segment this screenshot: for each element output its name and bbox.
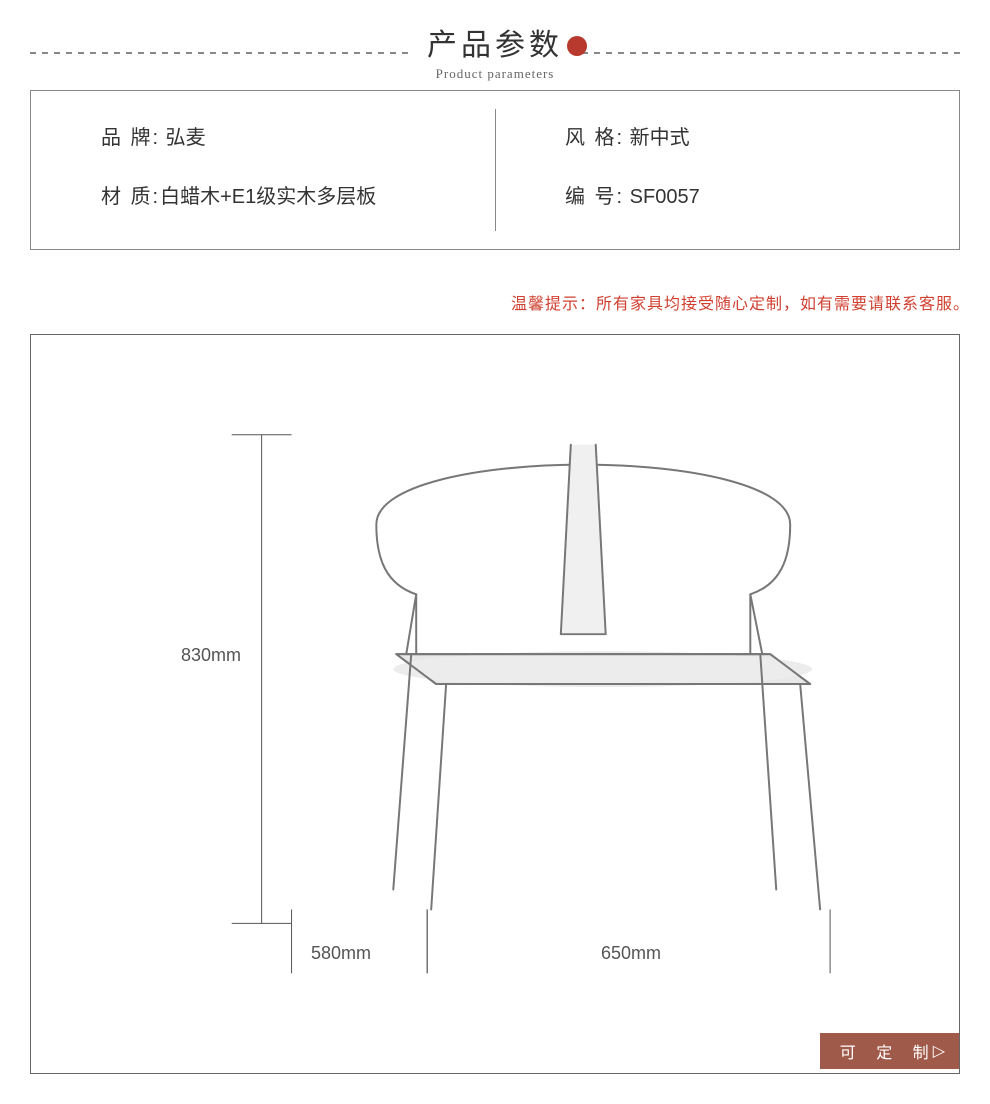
spec-row-style: 风 格: 新中式 [565,121,889,150]
spec-label: 编 号: [565,186,624,208]
spec-divider [495,109,496,231]
section-header: 产品参数 Product parameters [0,0,990,80]
notice-text: 温馨提示：所有家具均接受随心定制，如有需要请联系客服。 [0,290,970,314]
spec-table: 品 牌: 弘麦 材 质:白蜡木+E1级实木多层板 风 格: 新中式 编 号: S… [30,90,960,250]
header-title-en: Product parameters [427,66,563,82]
dimension-diagram: 830mm 580mm 650mm 可 定 制▷ [30,334,960,1074]
header-title-wrap: 产品参数 Product parameters [411,20,579,82]
spec-row-code: 编 号: SF0057 [565,180,889,209]
dimension-height-label: 830mm [181,645,241,666]
seal-icon [567,36,587,56]
spec-value: 弘麦 [160,127,206,149]
spec-row-brand: 品 牌: 弘麦 [101,121,425,150]
chevron-right-icon: ▷ [933,1041,945,1061]
header-title-cn: 产品参数 [427,20,563,64]
spec-label: 品 牌: [101,127,160,149]
spec-col-right: 风 格: 新中式 编 号: SF0057 [495,91,959,249]
customizable-badge[interactable]: 可 定 制▷ [820,1033,959,1069]
spec-value: 白蜡木+E1级实木多层板 [160,186,376,208]
spec-row-material: 材 质:白蜡木+E1级实木多层板 [101,180,425,209]
custom-badge-text: 可 定 制 [840,1039,937,1063]
spec-col-left: 品 牌: 弘麦 材 质:白蜡木+E1级实木多层板 [31,91,495,249]
dimension-depth-label: 580mm [311,943,371,964]
chair-drawing [31,335,959,1073]
spec-label: 材 质: [101,186,160,208]
dimension-width-label: 650mm [601,943,661,964]
spec-value: 新中式 [624,127,690,149]
spec-value: SF0057 [624,186,700,208]
spec-label: 风 格: [565,127,624,149]
